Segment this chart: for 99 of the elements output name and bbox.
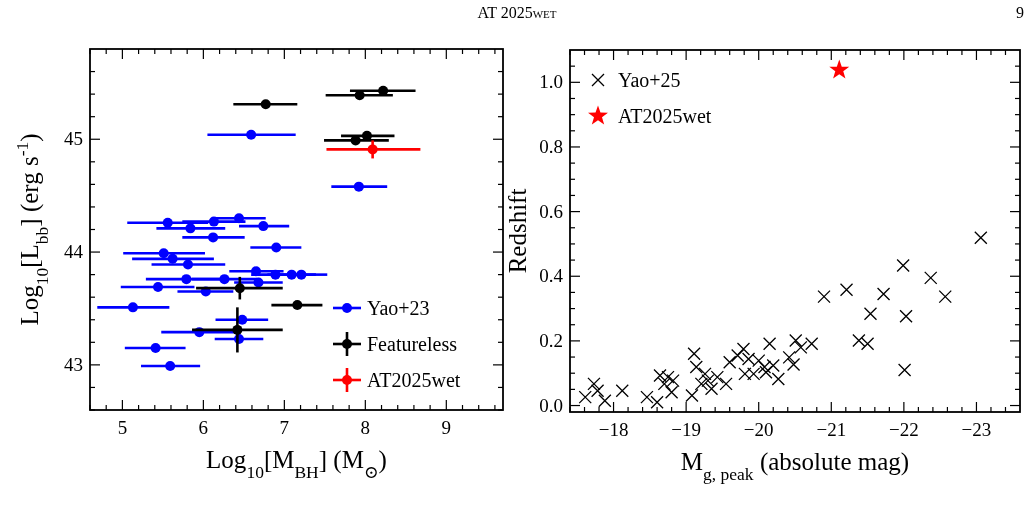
point <box>839 283 854 297</box>
x-tick-label: 5 <box>117 417 128 438</box>
point <box>704 382 719 396</box>
point <box>938 289 952 304</box>
point <box>650 395 664 409</box>
point <box>757 360 772 374</box>
x-tick-label: 7 <box>279 417 290 438</box>
y-tick-label: 0.0 <box>539 394 563 416</box>
y-tick-label: 43 <box>64 353 83 375</box>
point <box>296 269 307 280</box>
x-tick-label: 8 <box>360 417 371 438</box>
point <box>860 337 875 351</box>
point <box>234 213 244 224</box>
point <box>367 144 378 155</box>
point <box>694 377 709 391</box>
point <box>167 253 178 264</box>
y-tick-label: 0.8 <box>539 135 563 157</box>
y-tick-label: 0.4 <box>539 265 564 287</box>
text: 9 <box>1016 4 1024 21</box>
point <box>353 181 364 192</box>
point <box>182 259 193 270</box>
point <box>615 384 629 398</box>
point <box>723 355 737 369</box>
point <box>185 223 196 234</box>
point <box>666 374 680 388</box>
point <box>664 385 679 399</box>
point <box>789 333 803 348</box>
point <box>731 348 745 363</box>
legend-label: AT2025wet <box>367 369 461 391</box>
point <box>260 99 271 110</box>
point <box>158 248 169 259</box>
x-axis-title: Log$_{10}$[M$_{BH}$] (M$_{⊙}$) <box>206 446 387 482</box>
point <box>736 342 751 356</box>
point <box>794 340 808 355</box>
legend-label: Yao+23 <box>367 297 430 319</box>
point <box>782 350 796 365</box>
point <box>817 289 831 304</box>
point <box>771 372 785 386</box>
point <box>657 377 671 391</box>
point <box>246 129 257 140</box>
point <box>863 307 878 321</box>
point <box>766 358 780 373</box>
legend-label: AT2025wet <box>618 105 712 127</box>
y-tick-label: 44 <box>64 241 84 263</box>
point <box>786 357 801 372</box>
point <box>127 302 138 313</box>
y-tick-label: 1.0 <box>539 71 563 93</box>
point <box>258 221 269 232</box>
x-axis-title: M$_{g, peak}$ (absolute mag) <box>680 448 910 484</box>
x-tick-label: −18 <box>598 419 629 440</box>
point <box>701 374 715 388</box>
point <box>578 390 592 404</box>
point <box>661 370 675 384</box>
point <box>234 283 245 294</box>
point <box>587 377 601 391</box>
y-axis-title: Redshift <box>504 188 531 274</box>
x-tick-label: −20 <box>743 419 774 440</box>
point <box>852 333 866 348</box>
x-tick-label: 6 <box>198 417 209 438</box>
point <box>286 269 297 280</box>
text: AT 2025wet <box>477 4 557 21</box>
point <box>719 377 733 391</box>
point <box>897 363 912 377</box>
point <box>653 368 667 383</box>
point <box>165 361 176 371</box>
legend-label: Yao+25 <box>618 69 681 91</box>
point <box>271 242 282 253</box>
point <box>805 337 819 351</box>
point <box>232 324 243 335</box>
point <box>162 217 173 228</box>
x-tick-label: 9 <box>441 417 452 438</box>
point <box>181 274 192 285</box>
point <box>896 258 910 273</box>
y-tick-label: 45 <box>64 128 83 150</box>
x-tick-label: −22 <box>889 419 919 440</box>
point <box>153 282 164 293</box>
point <box>219 274 230 285</box>
point <box>208 232 219 243</box>
point <box>598 394 612 408</box>
point <box>829 59 850 79</box>
point <box>685 388 699 403</box>
point <box>899 309 913 323</box>
point <box>590 384 605 398</box>
point <box>640 390 654 404</box>
point <box>253 277 264 288</box>
x-tick-label: −21 <box>816 419 847 440</box>
y-tick-label: 0.2 <box>539 329 563 351</box>
point <box>292 300 303 311</box>
point <box>689 360 703 374</box>
point <box>974 231 988 245</box>
point <box>876 287 891 301</box>
y-tick-label: 0.6 <box>539 200 563 222</box>
legend-label: Featureless <box>367 333 458 355</box>
point <box>762 337 777 351</box>
x-tick-label: −19 <box>671 419 701 440</box>
point <box>150 342 161 353</box>
x-tick-label: −23 <box>961 419 992 440</box>
point <box>687 347 701 361</box>
point <box>924 271 938 285</box>
